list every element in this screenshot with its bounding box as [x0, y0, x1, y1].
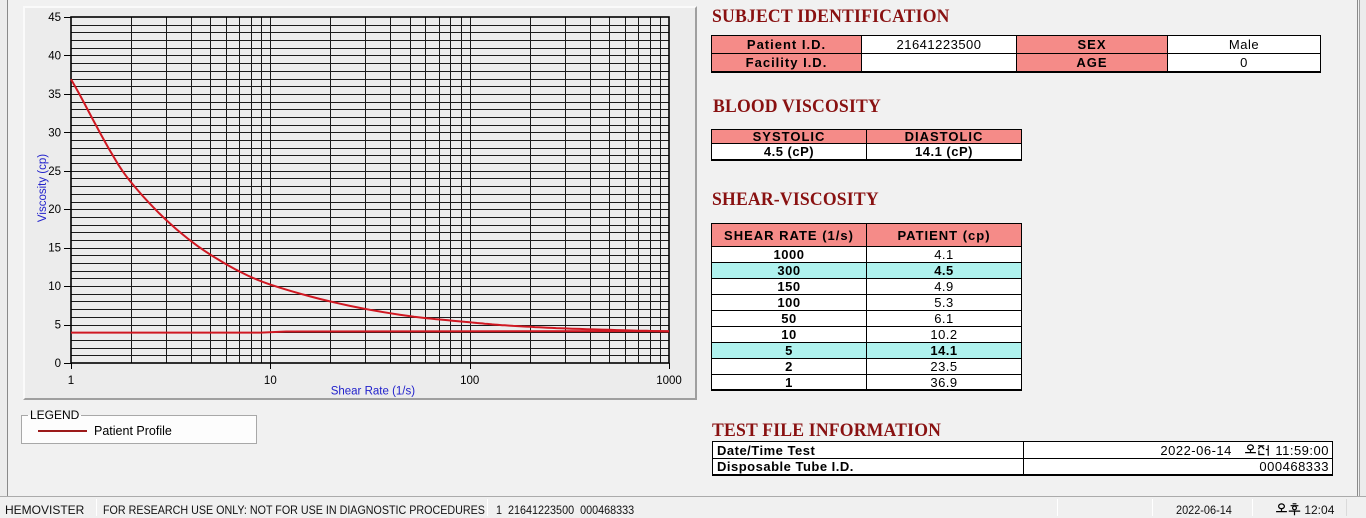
svg-text:40: 40: [48, 50, 61, 62]
svg-text:20: 20: [48, 204, 61, 216]
svg-text:45: 45: [48, 12, 61, 24]
svg-text:15: 15: [48, 243, 61, 255]
svg-text:1000: 1000: [656, 375, 682, 387]
svg-text:Viscosity (cp): Viscosity (cp): [37, 154, 49, 222]
svg-text:10: 10: [48, 281, 61, 293]
svg-text:Shear Rate (1/s): Shear Rate (1/s): [331, 386, 416, 398]
svg-text:30: 30: [48, 127, 61, 139]
svg-text:5: 5: [55, 320, 61, 332]
svg-text:25: 25: [48, 166, 61, 178]
svg-text:35: 35: [48, 89, 61, 101]
svg-text:0: 0: [55, 358, 61, 370]
svg-text:100: 100: [460, 375, 479, 387]
svg-text:10: 10: [264, 375, 277, 387]
svg-text:1: 1: [68, 375, 74, 387]
